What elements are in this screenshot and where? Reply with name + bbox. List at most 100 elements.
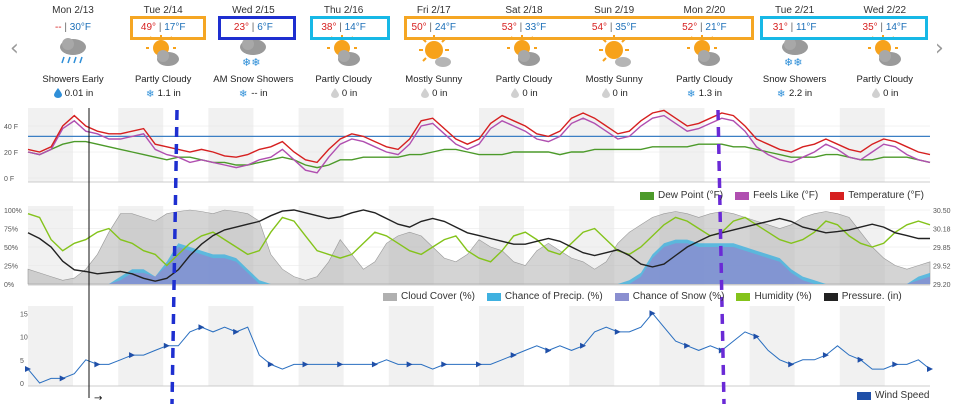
low-temp: 21°F (705, 22, 727, 33)
low-temp: 30°F (69, 22, 92, 33)
wind-arrow (927, 366, 933, 373)
dew-point-swatch (640, 191, 654, 200)
humidity-swatch (736, 292, 751, 301)
night-band (388, 306, 434, 386)
mostly-sunny-icon (595, 35, 633, 69)
svg-text:❄: ❄ (146, 89, 154, 98)
day-condition: AM Snow Showers (213, 74, 294, 85)
low-temp: 6°F (257, 22, 273, 33)
wind-arrow (614, 328, 621, 335)
day-temps: 49° | 17°F (140, 22, 186, 33)
previous-arrow-icon[interactable]: ‹ (10, 36, 19, 61)
time-arrow-icon: → (94, 393, 102, 404)
day-date: Sat 2/18 (505, 5, 543, 16)
y-tick-right: 29.52 (933, 264, 951, 271)
wind-arrow (25, 366, 31, 373)
day-date: Wed 2/22 (863, 5, 907, 16)
wind-arrow (267, 361, 274, 368)
day-precip: 0 in (299, 88, 389, 99)
partly-cloudy-icon (325, 35, 363, 69)
day-precip: 0 in (569, 88, 659, 99)
wind-arrow (59, 375, 66, 382)
low-temp: 33°F (525, 22, 547, 33)
wind-arrow (302, 361, 309, 368)
wind-arrow (233, 328, 240, 335)
day-condition: Mostly Sunny (585, 74, 643, 85)
svg-text:❄❄: ❄❄ (242, 56, 260, 69)
legend-cloud-cover: Cloud Cover (%) (401, 291, 475, 302)
high-temp: 49° (140, 22, 157, 33)
day-column[interactable]: Wed 2/22 35° | 14°F Partly Cloudy 0 in (840, 0, 930, 108)
wind-arrow (649, 310, 656, 317)
day-precip: 0 in (479, 88, 569, 99)
day-precip: 0 in (389, 88, 479, 99)
pressure-line (27, 209, 930, 282)
raindrop-icon (330, 88, 342, 99)
day-column[interactable]: Mon 2/20 52° | 21°F Partly Cloudy ❄ 1.3 in (659, 0, 749, 108)
low-temp: 35°F (615, 22, 637, 33)
day-condition: Mostly Sunny (405, 74, 463, 85)
svg-text:❄: ❄ (687, 89, 695, 98)
legend-chance-snow: Chance of Snow (%) (632, 291, 725, 302)
night-band (479, 306, 524, 386)
day-column[interactable]: Wed 2/15 23° | 6°F ❄❄ AM Snow Showers ❄ -- in (208, 0, 298, 108)
highlight-box-tue (130, 16, 206, 40)
legend-feels-like: Feels Like (°F) (753, 190, 819, 201)
wind-legend: Wind Speed (857, 390, 929, 401)
night-band (749, 306, 795, 386)
day-column[interactable]: Fri 2/17 50° | 24°F Mostly Sunny 0 in (389, 0, 479, 108)
legend-chance-precip: Chance of Precip. (%) (504, 291, 603, 302)
day-temps: 53° | 33°F (501, 22, 547, 33)
low-temp: 11°F (795, 22, 817, 33)
temperature-chart: 40 F 20 F 0 F (4, 108, 931, 183)
y-tick-left: 75% (4, 227, 18, 234)
wind-arrow (198, 324, 205, 331)
legend-temperature: Temperature (°F) (848, 190, 924, 201)
day-temps: 23° | 6°F (233, 22, 273, 33)
highlight-box-wed (218, 16, 296, 40)
wind-arrow (892, 361, 899, 368)
wind-arrow (94, 361, 101, 368)
high-temp: 31° (772, 22, 788, 33)
wind-arrow (510, 352, 517, 359)
wind-arrow (337, 361, 344, 368)
night-band (659, 306, 705, 386)
day-precip: ❄ 1.3 in (686, 88, 723, 99)
day-condition: Partly Cloudy (134, 74, 192, 85)
temperature-line (27, 109, 931, 164)
day-temps: -- | 30°F (54, 22, 92, 33)
night-band (839, 306, 885, 386)
night-band (208, 306, 254, 386)
day-temps: 52° | 21°F (682, 22, 727, 33)
day-column[interactable]: Mon 2/13 -- | 30°F Showers Early 0.01 in (28, 0, 118, 108)
low-temp: 17°F (164, 22, 186, 33)
day-temps: 38° | 14°F (321, 22, 366, 33)
temperature-legend: Dew Point (°F) Feels Like (°F) Temperatu… (640, 190, 924, 201)
high-temp: 52° (682, 22, 698, 33)
day-column[interactable]: Sun 2/19 54° | 35°F Mostly Sunny 0 in (569, 0, 659, 108)
low-temp: 14°F (344, 22, 366, 33)
cloud-cover-swatch (383, 292, 397, 301)
day-column[interactable]: Sat 2/18 53° | 33°F Partly Cloudy 0 in (479, 0, 569, 108)
day-condition: Showers Early (42, 74, 104, 85)
night-band (28, 108, 73, 182)
day-column[interactable]: Tue 2/21 31° | 11°F ❄❄ Snow Showers ❄ 2.2 in (750, 0, 840, 108)
snowflake-icon: ❄ (777, 88, 789, 99)
day-column[interactable]: Tue 2/14 49° | 17°F Partly Cloudy ❄ 1.1 in (118, 0, 208, 108)
legend-dew-point: Dew Point (°F) (658, 190, 724, 201)
y-tick-right: 30.18 (933, 227, 951, 234)
day-column[interactable]: Thu 2/16 38° | 14°F Partly Cloudy 0 in (299, 0, 389, 108)
y-tick-left: 50% (4, 245, 18, 252)
dashed-marker-purple (716, 109, 726, 404)
high-temp: 23° (233, 22, 250, 33)
legend-pressure: Pressure. (in) (841, 291, 902, 302)
wind-arrow (129, 352, 136, 359)
next-arrow-icon[interactable]: › (935, 36, 944, 61)
day-condition: Partly Cloudy (495, 74, 553, 85)
wind-arrow (545, 347, 552, 354)
night-band (298, 306, 344, 386)
y-tick-label: 20 F (4, 150, 18, 157)
raindrop-icon (871, 88, 883, 99)
partly-cloudy-icon (505, 35, 543, 69)
